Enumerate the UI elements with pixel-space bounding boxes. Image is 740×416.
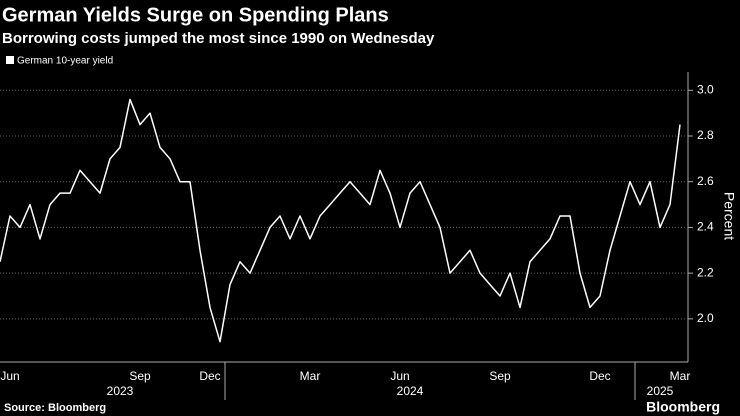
legend-label: German 10-year yield: [17, 56, 113, 67]
brand: Bloomberg: [646, 399, 720, 415]
x-year-label: 2024: [397, 384, 424, 398]
x-tick-label: Dec: [589, 369, 610, 383]
x-tick-label: Mar: [300, 369, 321, 383]
y-axis-label: Percent: [721, 192, 737, 240]
y-tick-label: 2.8: [697, 128, 714, 142]
line: [0, 98, 681, 343]
y-tick-label: 2.6: [697, 174, 714, 188]
x-tick-label: Jun: [390, 369, 409, 383]
y-tick-label: 3.0: [697, 82, 714, 96]
chart-title: German Yields Surge on Spending Plans: [2, 4, 389, 26]
source: Source: Bloomberg: [4, 402, 106, 414]
legend-swatch: [6, 56, 14, 64]
y-tick-label: 2.4: [697, 220, 714, 234]
x-year-label: 2025: [647, 384, 674, 398]
x-tick-label: Sep: [489, 369, 511, 383]
x-tick-label: Mar: [670, 369, 691, 383]
chart-subtitle: Borrowing costs jumped the most since 19…: [2, 30, 435, 47]
x-tick-label: Dec: [199, 369, 220, 383]
x-year-label: 2023: [107, 384, 134, 398]
y-tick-label: 2.2: [697, 265, 714, 279]
y-tick-label: 2.0: [697, 311, 714, 325]
x-tick-label: Sep: [129, 369, 151, 383]
x-tick-label: Jun: [0, 369, 19, 383]
